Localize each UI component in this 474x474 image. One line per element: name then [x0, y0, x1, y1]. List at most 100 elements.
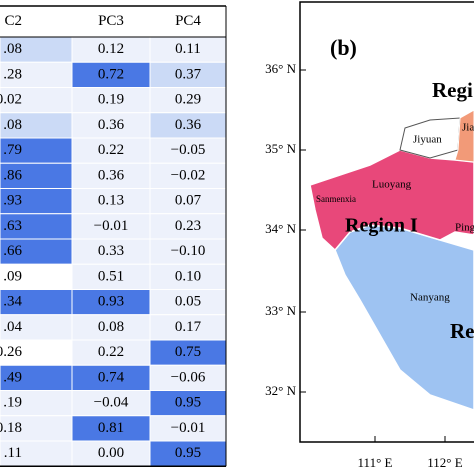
cell: 0.18: [0, 420, 22, 436]
cell-bg: [149, 137, 227, 164]
cell-bg: [71, 263, 151, 290]
cell-bg: [0, 61, 73, 88]
cell-bg: [149, 213, 227, 240]
lon-label: 111° E: [358, 455, 393, 470]
cell: 0.36: [98, 167, 125, 183]
cell: −0.05: [171, 142, 206, 158]
cell-bg: [149, 162, 227, 189]
cell-bg: [0, 440, 73, 467]
cell-bg: [0, 87, 73, 114]
cell: −0.01: [94, 218, 129, 234]
place-label: Luoyang: [372, 179, 412, 191]
cell: .09: [3, 268, 22, 284]
cell-bg: [71, 390, 151, 417]
cell-bg: [71, 415, 151, 442]
cell: 0.17: [175, 319, 202, 335]
cell: 0.10: [175, 268, 201, 284]
cell: 0.29: [175, 92, 201, 108]
cell: .66: [3, 243, 22, 259]
table: C2 PC3 PC4 .08 0.12 0.11 .28 0.72 0.37 0.02 0.19 0.…: [0, 5, 227, 467]
header-cell: PC4: [175, 13, 201, 29]
cell: 0.08: [98, 319, 124, 335]
cell: 0.95: [175, 395, 201, 411]
header-cell: C2: [4, 13, 22, 29]
cell: 0.51: [98, 268, 124, 284]
cell: .04: [3, 319, 22, 335]
cell: 0.33: [98, 243, 124, 259]
map: (b) 36° N 35° N 34° N 33° N 32° N 111° E…: [265, 1, 474, 470]
cell-bg: [149, 314, 227, 341]
cell: .28: [3, 66, 22, 82]
cell-bg: [149, 188, 227, 215]
cell-bg: [149, 390, 227, 417]
cell: 0.37: [175, 66, 202, 82]
cell: .11: [4, 445, 22, 461]
cell: .63: [3, 218, 22, 234]
cell: 0.23: [175, 218, 201, 234]
cell-bg: [71, 213, 151, 240]
lat-label: 36° N: [265, 61, 296, 76]
place-label: Sanmenxia: [316, 194, 356, 204]
region-label: Re: [450, 319, 474, 343]
lat-label: 35° N: [265, 141, 296, 156]
lat-label: 33° N: [265, 303, 296, 318]
cell: 0.22: [98, 142, 124, 158]
cell: .49: [3, 369, 22, 385]
place-label: Ping: [455, 222, 474, 234]
place-label: Nanyang: [410, 292, 450, 304]
cell-bg: [149, 440, 227, 467]
lat-label: 34° N: [265, 221, 296, 236]
cell-bg: [0, 188, 73, 215]
lat-label: 32° N: [265, 383, 296, 398]
cell-bg: [149, 263, 227, 290]
cell: −0.10: [171, 243, 206, 259]
cell: 0.13: [98, 193, 124, 209]
cell-bg: [149, 238, 227, 265]
lon-label: 112° E: [427, 455, 462, 470]
cell: .08: [3, 117, 22, 133]
cell: 0.36: [175, 117, 202, 133]
region-one: [309, 149, 474, 252]
cell-bg: [0, 263, 73, 290]
header-bg: [0, 6, 226, 37]
cell-bg: [149, 61, 227, 88]
cell: 0.11: [175, 41, 201, 57]
cell: 0.07: [175, 193, 202, 209]
cell: 0.22: [98, 344, 124, 360]
cell-bg: [71, 314, 151, 341]
cell: .86: [3, 167, 22, 183]
region-label: Regi: [432, 78, 473, 102]
cell: −0.01: [171, 420, 206, 436]
cell-bg: [149, 36, 227, 63]
cell-bg: [71, 364, 151, 391]
cell-bg: [149, 339, 227, 366]
cell: 0.12: [98, 41, 124, 57]
cell: 0.19: [98, 92, 124, 108]
place-label: Jiyuan: [413, 134, 442, 146]
cell: 0.26: [0, 344, 23, 360]
cell: 0.00: [98, 445, 124, 461]
region-jiaozuo: [454, 109, 474, 163]
cell: 0.74: [98, 369, 125, 385]
cell: .08: [3, 41, 22, 57]
cell-bg: [71, 188, 151, 215]
cell-bg: [71, 112, 151, 139]
cell: .79: [3, 142, 22, 158]
cell: 0.75: [175, 344, 201, 360]
cell: −0.02: [171, 167, 206, 183]
cell: 0.93: [98, 294, 124, 310]
place-label: Jia: [462, 122, 474, 134]
map-ticks: [300, 69, 446, 442]
region-label: Region I: [345, 215, 418, 237]
cell: −0.06: [171, 369, 206, 385]
header-cell: PC3: [98, 13, 124, 29]
cell: 0.05: [175, 294, 201, 310]
cell: −0.04: [94, 395, 129, 411]
cell: .34: [3, 294, 22, 310]
cell-bg: [0, 36, 73, 63]
cell: .19: [3, 395, 22, 411]
cell: 0.02: [0, 92, 22, 108]
cell: 0.36: [98, 117, 125, 133]
cell: 0.81: [98, 420, 124, 436]
